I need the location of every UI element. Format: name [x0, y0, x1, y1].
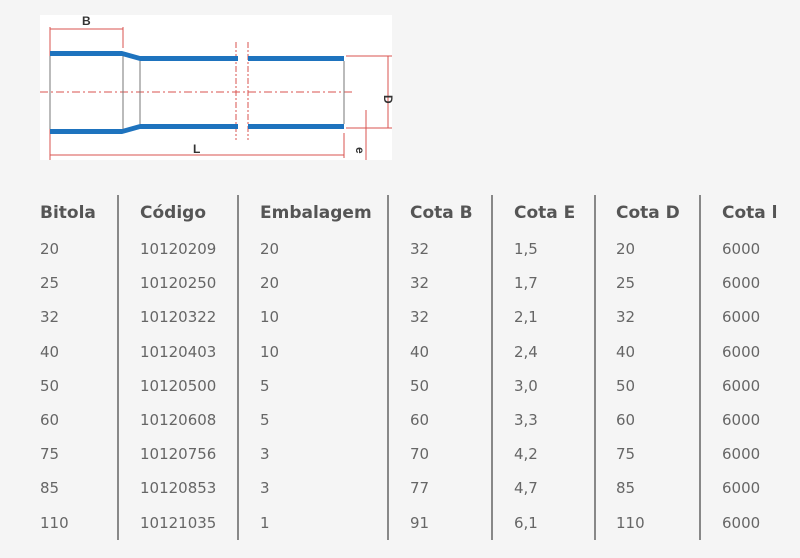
- table-cell: 50: [410, 376, 430, 395]
- column-header: Cota D: [616, 203, 680, 223]
- label-b: B: [82, 14, 91, 28]
- table-cell: 10120608: [140, 411, 217, 429]
- table-cell: 32: [410, 274, 430, 293]
- table-cell: 32: [410, 308, 430, 327]
- table-cell: 110: [40, 513, 69, 532]
- pipe-walls: [50, 51, 344, 134]
- column-divider: [491, 195, 493, 540]
- label-e: e: [353, 147, 367, 154]
- table-cell: 10121035: [140, 513, 217, 532]
- table-cell: 10120853: [140, 479, 217, 498]
- table-cell: 4,7: [514, 479, 538, 498]
- pipe-dimension-drawing: B L D e: [40, 14, 395, 160]
- column-header: Cota E: [514, 203, 576, 223]
- table-cell: 20: [260, 274, 280, 293]
- table-cell: 10120209: [140, 240, 217, 258]
- table-cell: 60: [616, 411, 636, 429]
- table-cell: 3,3: [514, 411, 538, 429]
- table-cell: 3: [260, 445, 270, 464]
- table-cell: 25: [616, 274, 636, 293]
- table-cell: 2,4: [514, 342, 538, 361]
- table-cell: 6000: [722, 445, 761, 464]
- table-cell: 6000: [722, 376, 761, 395]
- table-cell: 85: [40, 479, 60, 498]
- table-cell: 10120500: [140, 376, 217, 395]
- table-cell: 40: [410, 342, 430, 361]
- table-cell: 20: [260, 240, 280, 258]
- table-cell: 4,2: [514, 445, 538, 464]
- column-divider: [117, 195, 119, 540]
- table-cell: 10120756: [140, 445, 217, 464]
- table-cell: 85: [616, 479, 636, 498]
- column-header: Cota l: [722, 203, 778, 223]
- table-cell: 40: [40, 342, 60, 361]
- table-cell: 77: [410, 479, 430, 498]
- table-cell: 32: [40, 308, 60, 327]
- column-header: Cota B: [410, 203, 473, 223]
- table-cell: 50: [40, 376, 60, 395]
- table-cell: 20: [616, 240, 636, 258]
- table-cell: 60: [40, 411, 60, 429]
- column-divider: [237, 195, 239, 540]
- table-cell: 10120403: [140, 342, 217, 361]
- table-cell: 6000: [722, 240, 761, 258]
- table-cell: 5: [260, 411, 270, 429]
- column-divider: [387, 195, 389, 540]
- table-cell: 91: [410, 513, 430, 532]
- table-cell: 3: [260, 479, 270, 498]
- table-cell: 10120250: [140, 274, 217, 293]
- label-d: D: [381, 95, 395, 104]
- table-cell: 20: [40, 240, 60, 258]
- table-cell: 110: [616, 513, 645, 532]
- pipe-outline: [49, 56, 345, 129]
- table-cell: 32: [410, 240, 430, 258]
- column-header: Embalagem: [260, 203, 372, 223]
- table-cell: 6000: [722, 479, 761, 498]
- table-cell: 75: [40, 445, 60, 464]
- table-cell: 1,7: [514, 274, 538, 293]
- drawing-background: [40, 15, 392, 160]
- table-cell: 60: [410, 411, 430, 429]
- column-header: Código: [140, 203, 206, 223]
- table-cell: 3,0: [514, 376, 538, 395]
- table-cell: 40: [616, 342, 636, 361]
- table-cell: 6000: [722, 342, 761, 361]
- table-cell: 6000: [722, 411, 761, 429]
- table-cell: 32: [616, 308, 636, 327]
- table-cell: 1,5: [514, 240, 538, 258]
- table-cell: 75: [616, 445, 636, 464]
- table-cell: 6,1: [514, 513, 538, 532]
- table-cell: 10: [260, 342, 280, 361]
- table-cell: 10120322: [140, 308, 217, 327]
- table-cell: 6000: [722, 308, 761, 327]
- table-cell: 6000: [722, 513, 761, 532]
- table-cell: 25: [40, 274, 60, 293]
- table-cell: 1: [260, 513, 270, 532]
- table-cell: 6000: [722, 274, 761, 293]
- table-cell: 70: [410, 445, 430, 464]
- column-header: Bitola: [40, 203, 96, 223]
- label-l: L: [193, 142, 200, 156]
- table-cell: 2,1: [514, 308, 538, 327]
- table-cell: 10: [260, 308, 280, 327]
- column-divider: [699, 195, 701, 540]
- table-cell: 50: [616, 376, 636, 395]
- column-divider: [594, 195, 596, 540]
- table-cell: 5: [260, 376, 270, 395]
